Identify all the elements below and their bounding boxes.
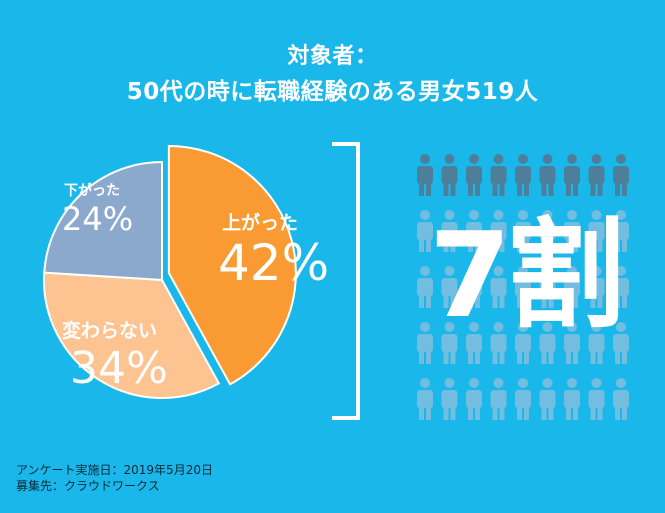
chart-title-line2: 50代の時に転職経験のある男女519人 bbox=[126, 79, 539, 105]
person-icon bbox=[564, 154, 580, 196]
person-icon bbox=[417, 266, 433, 308]
pie-chart bbox=[43, 145, 297, 399]
bracket-divider bbox=[332, 142, 360, 420]
person-icon bbox=[466, 154, 482, 196]
person-icon bbox=[490, 154, 507, 196]
person-icon bbox=[441, 154, 458, 196]
person-icon bbox=[539, 266, 556, 308]
person-icon bbox=[564, 266, 580, 308]
person-icon bbox=[466, 210, 482, 252]
person-icon bbox=[441, 266, 458, 308]
slice-pct-same: 34% bbox=[70, 343, 168, 394]
person-icon bbox=[539, 322, 556, 364]
callout-ratio: 7割 bbox=[428, 206, 625, 344]
person-icon bbox=[515, 266, 531, 308]
person-icon bbox=[490, 210, 507, 252]
slice-label-same: 変わらない 34% bbox=[62, 316, 168, 395]
person-icon bbox=[613, 154, 629, 196]
person-icon bbox=[490, 378, 507, 420]
slice-label-down: 下がった 24% bbox=[62, 180, 134, 238]
person-icon bbox=[490, 322, 507, 364]
slice-pct-down: 24% bbox=[62, 200, 134, 238]
slice-label-up: 上がった 42% bbox=[218, 208, 329, 291]
person-icon bbox=[466, 322, 482, 364]
person-icon bbox=[441, 378, 458, 420]
person-icon bbox=[441, 210, 458, 252]
person-icon bbox=[417, 322, 433, 364]
person-icon bbox=[466, 266, 482, 308]
person-icon bbox=[539, 378, 556, 420]
slice-name-same: 変わらない bbox=[62, 320, 158, 342]
person-icon bbox=[417, 210, 433, 252]
person-icon bbox=[564, 322, 580, 364]
chart-title-line1: 対象者： bbox=[287, 44, 378, 69]
person-icon bbox=[515, 378, 531, 420]
person-icon bbox=[441, 322, 458, 364]
slice-name-down: 下がった bbox=[64, 183, 120, 199]
person-icon bbox=[539, 154, 556, 196]
survey-date-note: アンケート実施日：2019年5月20日 bbox=[16, 463, 213, 477]
person-icon bbox=[613, 210, 629, 252]
person-icon bbox=[417, 154, 433, 196]
person-icon bbox=[515, 154, 531, 196]
person-icon bbox=[515, 210, 531, 252]
person-icon bbox=[515, 322, 531, 364]
person-icon bbox=[613, 322, 629, 364]
slice-name-up: 上がった bbox=[222, 212, 299, 234]
person-icon bbox=[490, 266, 507, 308]
person-icon bbox=[539, 210, 556, 252]
person-icon bbox=[613, 378, 629, 420]
person-icon bbox=[588, 378, 605, 420]
slice-down bbox=[43, 160, 163, 282]
person-icon bbox=[564, 210, 580, 252]
person-icon bbox=[466, 378, 482, 420]
person-icon bbox=[588, 154, 605, 196]
slice-same bbox=[43, 271, 221, 399]
person-icon bbox=[588, 266, 605, 308]
slice-up bbox=[167, 145, 297, 386]
people-icon-grid bbox=[417, 154, 629, 420]
person-icon bbox=[588, 210, 605, 252]
person-icon bbox=[588, 322, 605, 364]
person-icon bbox=[417, 378, 433, 420]
slice-pct-up: 42% bbox=[218, 234, 330, 292]
person-icon bbox=[564, 378, 580, 420]
survey-source-note: 募集先：クラウドワークス bbox=[16, 479, 160, 493]
person-icon bbox=[613, 266, 629, 308]
